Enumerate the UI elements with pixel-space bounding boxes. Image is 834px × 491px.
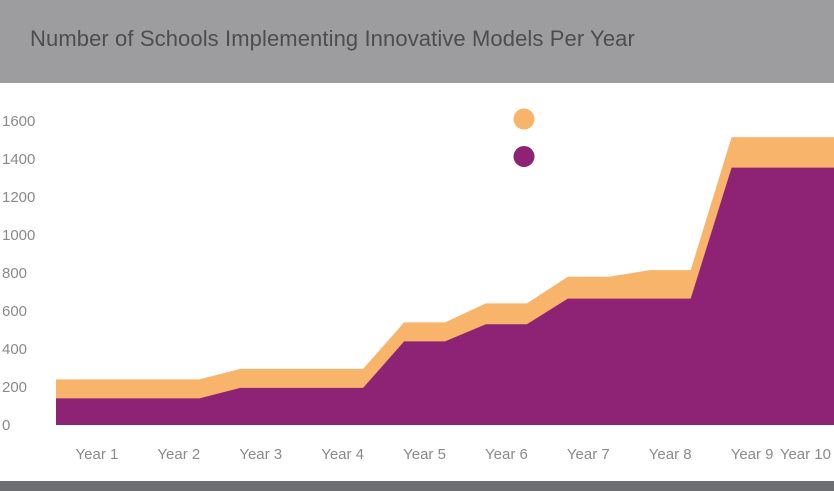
x-tick-label: Year 6 xyxy=(485,446,528,463)
x-tick-label: Year 4 xyxy=(321,446,364,463)
y-tick-label: 1000 xyxy=(2,227,35,244)
x-tick-label: Year 9 xyxy=(731,446,774,463)
y-tick-label: 1200 xyxy=(2,189,35,206)
area-series-group xyxy=(56,137,834,425)
x-tick-label: Year 3 xyxy=(239,446,282,463)
y-tick-label: 400 xyxy=(2,341,27,358)
x-tick-label: Year 8 xyxy=(649,446,692,463)
x-tick-label: Year 7 xyxy=(567,446,610,463)
y-tick-label: 600 xyxy=(2,303,27,320)
y-axis: 0 200 400 600 800 1000 1200 1400 1600 xyxy=(2,113,35,434)
x-tick-label: Year 2 xyxy=(157,446,200,463)
y-tick-label: 1600 xyxy=(2,113,35,130)
y-tick-label: 1400 xyxy=(2,151,35,168)
x-axis: Year 1 Year 2 Year 3 Year 4 Year 5 Year 6 Year… xyxy=(76,446,831,463)
y-tick-label: 0 xyxy=(2,417,10,434)
legend xyxy=(513,108,535,167)
legend-swatch-2 xyxy=(513,146,535,167)
chart-title: Number of Schools Implementing Innovativ… xyxy=(30,26,635,51)
chart-header: Number of Schools Implementing Innovativ… xyxy=(0,0,834,83)
x-tick-label: Year 5 xyxy=(403,446,446,463)
series-area-1 xyxy=(56,167,834,425)
y-tick-label: 200 xyxy=(2,379,27,396)
footer-bar xyxy=(0,481,834,491)
legend-swatch-1 xyxy=(513,108,535,130)
y-tick-label: 800 xyxy=(2,265,27,282)
x-tick-label: Year 1 xyxy=(76,446,119,463)
x-tick-label: Year 10 xyxy=(780,446,831,463)
